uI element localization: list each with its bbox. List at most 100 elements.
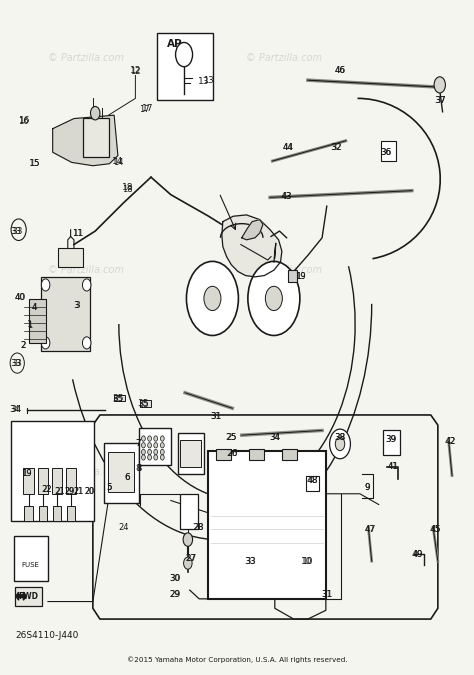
Bar — [23, 468, 34, 494]
Text: 38: 38 — [335, 433, 346, 441]
Text: 22: 22 — [42, 485, 52, 493]
Text: 13: 13 — [198, 77, 210, 86]
Text: 29: 29 — [64, 487, 74, 495]
Bar — [109, 452, 135, 493]
Text: 47: 47 — [365, 525, 376, 534]
Text: 26: 26 — [227, 449, 238, 458]
Text: 14: 14 — [113, 158, 123, 167]
Bar — [180, 440, 201, 467]
Text: 33: 33 — [11, 227, 23, 236]
Bar — [381, 141, 396, 161]
Text: 33: 33 — [245, 557, 256, 566]
Bar — [282, 450, 297, 460]
Bar — [66, 468, 76, 494]
Polygon shape — [16, 592, 26, 600]
Text: 33: 33 — [10, 358, 21, 368]
Text: © Partzilla.com: © Partzilla.com — [246, 265, 322, 275]
Text: 19: 19 — [296, 273, 306, 281]
Text: 26S4110-J440: 26S4110-J440 — [16, 630, 79, 640]
Text: 35: 35 — [138, 400, 149, 409]
Text: 30: 30 — [169, 574, 181, 583]
Bar — [24, 506, 33, 520]
Text: 8: 8 — [136, 464, 141, 473]
Text: 31: 31 — [321, 591, 333, 599]
Bar — [58, 248, 83, 267]
Text: 21: 21 — [55, 487, 64, 495]
Bar — [180, 495, 198, 529]
Circle shape — [154, 455, 157, 460]
Text: 33: 33 — [245, 557, 255, 566]
Bar — [15, 587, 42, 605]
Text: 5: 5 — [107, 483, 112, 491]
Circle shape — [142, 436, 146, 441]
Text: 4: 4 — [32, 302, 37, 312]
Text: 2: 2 — [21, 341, 26, 350]
Text: 35: 35 — [112, 394, 124, 402]
Text: 38: 38 — [334, 433, 346, 441]
Circle shape — [154, 443, 157, 448]
Bar — [249, 450, 264, 460]
Text: 31: 31 — [321, 591, 332, 599]
Text: 43: 43 — [281, 192, 292, 200]
Text: 15: 15 — [29, 159, 40, 168]
Text: 36: 36 — [380, 148, 392, 157]
Bar — [11, 421, 94, 520]
Text: 16: 16 — [18, 116, 30, 125]
Circle shape — [183, 557, 192, 569]
Circle shape — [265, 286, 283, 310]
Text: 12: 12 — [130, 66, 141, 75]
Text: ©2015 Yamaha Motor Corporation, U.S.A. All rights reserved.: ©2015 Yamaha Motor Corporation, U.S.A. A… — [127, 656, 347, 663]
Text: 42: 42 — [445, 437, 456, 446]
Text: 39: 39 — [385, 435, 396, 444]
Bar — [140, 400, 151, 407]
Bar — [83, 118, 109, 157]
Bar — [38, 506, 47, 520]
Text: 34: 34 — [270, 433, 280, 441]
Text: FUSE: FUSE — [21, 562, 39, 568]
Circle shape — [335, 437, 345, 451]
Text: 34: 34 — [269, 433, 281, 441]
Bar — [114, 395, 125, 402]
Circle shape — [154, 450, 157, 455]
Bar — [383, 430, 400, 456]
Text: 37: 37 — [435, 96, 446, 105]
Text: 41: 41 — [388, 462, 398, 471]
Text: 29: 29 — [169, 591, 180, 599]
Text: 44: 44 — [283, 143, 294, 152]
Text: 27: 27 — [185, 554, 196, 563]
Text: 46: 46 — [334, 65, 346, 74]
Polygon shape — [222, 215, 282, 277]
Circle shape — [160, 450, 164, 455]
Bar — [178, 433, 204, 474]
Circle shape — [183, 533, 192, 546]
Text: 36: 36 — [381, 148, 391, 157]
Circle shape — [186, 261, 238, 335]
Text: 35: 35 — [137, 399, 149, 408]
Text: 6: 6 — [125, 473, 130, 482]
Text: 41: 41 — [387, 462, 399, 471]
Bar — [288, 270, 298, 282]
Text: 43: 43 — [281, 192, 292, 200]
Circle shape — [154, 436, 157, 441]
Circle shape — [41, 337, 50, 349]
Text: 19: 19 — [22, 469, 31, 478]
Text: 40: 40 — [15, 292, 26, 302]
Text: 35: 35 — [113, 395, 123, 404]
Bar — [216, 450, 231, 460]
Text: 32: 32 — [331, 143, 342, 152]
Text: 21: 21 — [73, 487, 84, 495]
Circle shape — [329, 429, 350, 459]
Bar — [41, 277, 91, 351]
Text: 49: 49 — [412, 550, 423, 559]
Circle shape — [148, 450, 152, 455]
Text: 8: 8 — [136, 464, 142, 473]
Text: © Partzilla.com: © Partzilla.com — [48, 265, 124, 275]
Text: 47: 47 — [365, 525, 375, 534]
Text: 24: 24 — [118, 523, 129, 532]
Circle shape — [148, 436, 152, 441]
Text: 39: 39 — [385, 435, 396, 444]
Text: 7: 7 — [135, 439, 140, 448]
Circle shape — [148, 455, 152, 460]
Text: 6: 6 — [125, 473, 130, 482]
Text: 48: 48 — [307, 476, 318, 485]
